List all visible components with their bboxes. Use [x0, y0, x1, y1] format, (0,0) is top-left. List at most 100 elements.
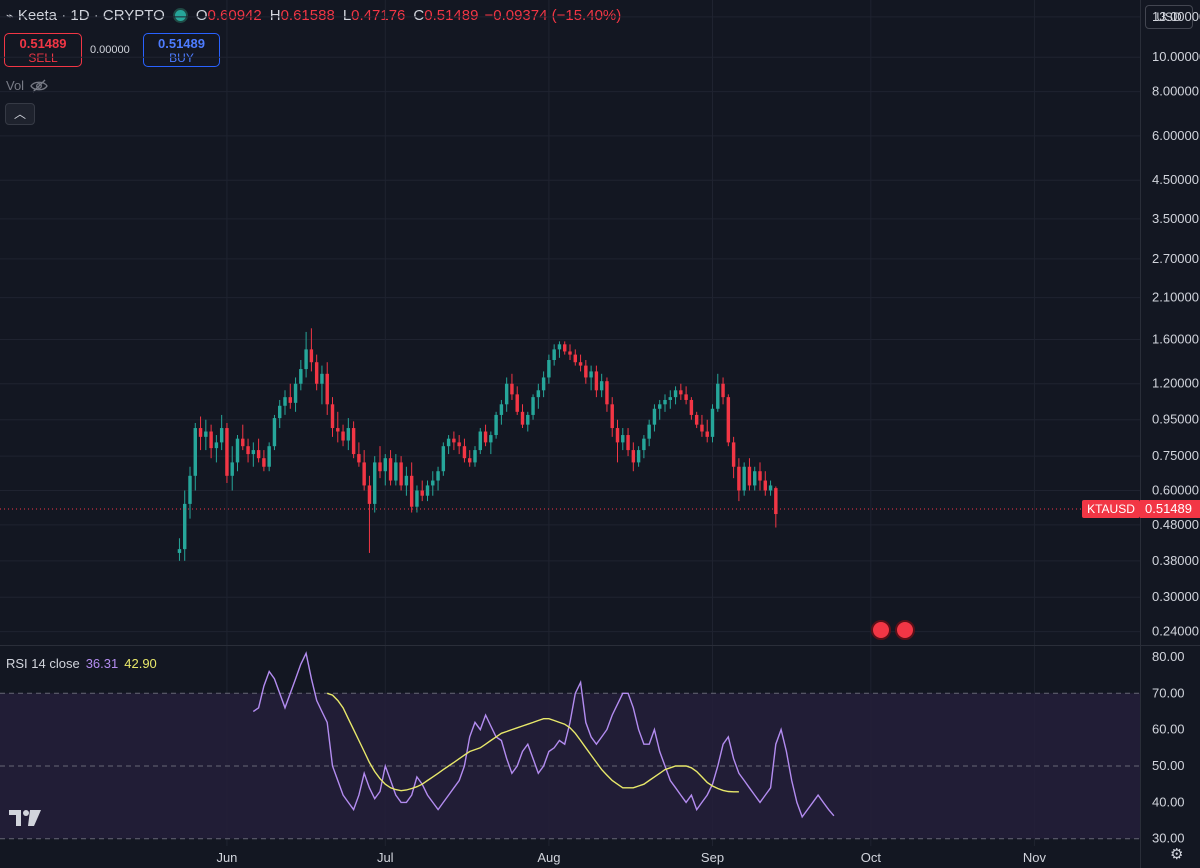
rsi-tick-label: 40.00 — [1152, 794, 1185, 809]
candle-body — [563, 344, 567, 352]
buy-button[interactable]: 0.51489 BUY — [143, 33, 220, 67]
candle-body — [705, 431, 709, 437]
price-tick-label: 4.50000 — [1152, 172, 1199, 187]
candles — [177, 328, 778, 561]
candle-body — [351, 428, 356, 455]
candle-body — [605, 381, 609, 405]
candle-body — [214, 442, 219, 449]
candle-body — [404, 475, 409, 486]
rsi-tick-label: 70.00 — [1152, 685, 1185, 700]
price-tick-label: 8.00000 — [1152, 84, 1199, 99]
sell-button[interactable]: 0.51489 SELL — [4, 33, 82, 67]
price-tick-label: 0.24000 — [1152, 624, 1199, 639]
candle-body — [278, 405, 282, 419]
us-flag-event-icon[interactable] — [871, 620, 891, 640]
price-tick-label: 2.10000 — [1152, 290, 1199, 305]
candle-body — [774, 488, 778, 515]
tradingview-logo-icon — [9, 810, 41, 826]
sell-label: SELL — [28, 51, 58, 65]
price-tick-label: 0.30000 — [1152, 589, 1199, 604]
rsi-ma-value: 42.90 — [124, 656, 157, 671]
volume-legend: Vol — [6, 78, 48, 93]
tradingview-logo[interactable] — [8, 808, 42, 834]
candle-body — [293, 383, 298, 403]
low-label: L — [342, 7, 352, 24]
candle-body — [462, 446, 467, 459]
candle-body — [758, 471, 762, 481]
sell-price: 0.51489 — [19, 36, 67, 51]
time-tick-label: Aug — [537, 850, 560, 865]
candle-body — [235, 438, 240, 463]
price-axis: 13.00000 10.00000 8.00000 6.00000 4.50000 3.5… — [1152, 9, 1200, 846]
candle-body — [636, 450, 641, 463]
candle-body — [589, 371, 593, 378]
change-value: −0.09374 (−15.40%) — [484, 7, 622, 24]
high-value: 0.61588 — [280, 7, 335, 24]
collapse-button[interactable]: ︿ — [5, 103, 35, 125]
candle-body — [694, 414, 699, 425]
candle-body — [383, 458, 387, 472]
candle-body — [304, 349, 308, 370]
time-tick-label: Sep — [701, 850, 724, 865]
price-tick-label: 0.38000 — [1152, 553, 1199, 568]
time-tick-label: Jun — [216, 850, 237, 865]
price-tick-label: 0.48000 — [1152, 517, 1199, 532]
candle-body — [283, 397, 287, 406]
candle-body — [742, 466, 746, 491]
us-flag-event-icon[interactable] — [895, 620, 915, 640]
open-label: O — [195, 7, 208, 24]
candle-body — [499, 404, 504, 415]
candle-body — [256, 450, 261, 459]
candle-body — [541, 377, 546, 391]
rsi-label: RSI 14 close — [6, 656, 80, 671]
candle-body — [584, 365, 588, 378]
chevron-up-icon: ︿ — [13, 107, 26, 121]
menu-glyph-icon[interactable]: ⌁ — [6, 7, 14, 23]
candle-body — [415, 490, 419, 507]
low-value: 0.47176 — [351, 7, 406, 24]
rsi-value: 36.31 — [85, 656, 119, 671]
candle-body — [626, 435, 630, 451]
settings-icon[interactable]: ⚙ — [1170, 846, 1184, 863]
candle-body — [388, 458, 393, 481]
candle-body — [658, 404, 662, 409]
price-tick-label: 0.95000 — [1152, 412, 1199, 427]
rsi-tick-label: 30.00 — [1152, 831, 1185, 846]
candle-body — [241, 438, 245, 447]
candle-body — [494, 414, 498, 436]
candle-body — [425, 485, 430, 496]
candle-body — [357, 454, 361, 463]
candle-body — [436, 471, 440, 481]
eye-hidden-icon[interactable] — [30, 79, 48, 93]
candle-body — [668, 397, 672, 400]
candle-body — [504, 383, 509, 405]
candle-body — [726, 397, 731, 443]
candle-body — [747, 466, 752, 486]
candle-body — [557, 344, 562, 350]
candle-body — [468, 458, 472, 463]
candle-body — [198, 428, 203, 437]
candle-body — [531, 397, 535, 415]
candle-body — [373, 462, 377, 504]
candle-body — [409, 475, 414, 507]
volume-label: Vol — [6, 78, 25, 93]
candle-body — [346, 428, 351, 441]
candle-body — [578, 362, 583, 366]
candle-body — [700, 424, 704, 432]
candle-body — [684, 394, 688, 400]
candle-body — [716, 383, 720, 409]
candle-body — [763, 480, 767, 491]
buy-label: BUY — [169, 51, 194, 65]
currency-button[interactable]: USD — [1145, 5, 1193, 29]
candle-body — [510, 383, 514, 395]
candle-body — [320, 373, 324, 384]
candle-body — [515, 394, 519, 412]
symbol-title[interactable]: Keeta · 1D · CRYPTO — [17, 7, 165, 24]
candle-body — [299, 369, 303, 384]
candle-body — [225, 428, 229, 476]
candle-body — [272, 418, 277, 447]
rsi-legend: RSI 14 close 36.31 42.90 — [6, 656, 157, 671]
rsi-lines — [252, 651, 835, 819]
candle-body — [446, 438, 451, 447]
